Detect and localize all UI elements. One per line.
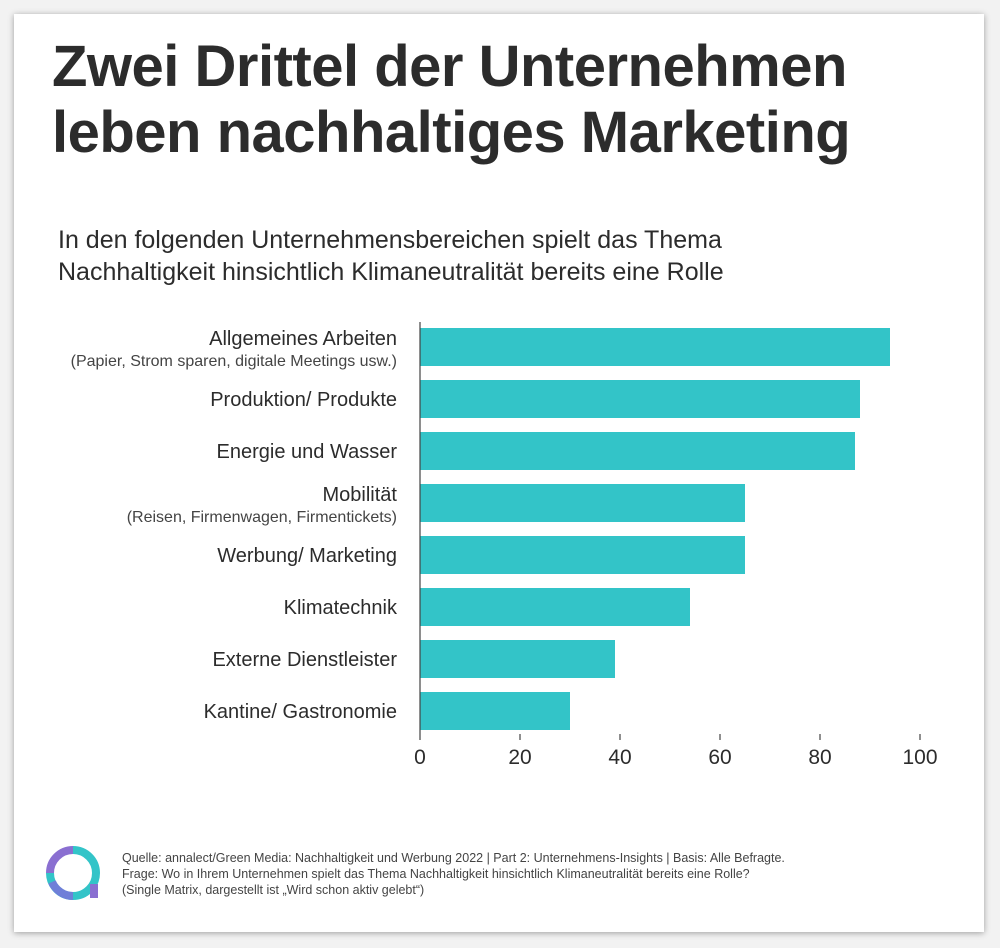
x-tick-label-0: 0 [414, 746, 426, 769]
x-tick-label-2: 40 [608, 746, 631, 769]
title-line-1: Zwei Drittel der Unternehmen [52, 34, 847, 99]
x-tick-label-3: 60 [708, 746, 731, 769]
page-title: Zwei Drittel der Unternehmen leben nachh… [52, 34, 952, 166]
annalect-logo-icon [46, 846, 100, 900]
bar-1 [420, 380, 860, 418]
bar-6 [420, 640, 615, 678]
bar-5 [420, 588, 690, 626]
infographic-card [14, 14, 984, 932]
subtitle-line-2: Nachhaltigkeit hinsichtlich Klimaneutral… [58, 258, 724, 286]
category-label-3: Mobilität [323, 484, 398, 506]
source-line-1: Quelle: annalect/Green Media: Nachhaltig… [122, 851, 785, 865]
title-line-2: leben nachhaltiges Marketing [52, 100, 851, 165]
source-line-3: (Single Matrix, dargestellt ist „Wird sc… [122, 883, 425, 897]
category-label-1: Produktion/ Produkte [210, 389, 397, 411]
source-line-2: Frage: Wo in Ihrem Unternehmen spielt da… [122, 867, 750, 881]
category-label-0: Allgemeines Arbeiten [209, 328, 397, 350]
x-tick-label-5: 100 [902, 746, 937, 769]
category-label-7: Kantine/ Gastronomie [204, 701, 397, 723]
bar-2 [420, 432, 855, 470]
bar-7 [420, 692, 570, 730]
subtitle-line-1: In den folgenden Unternehmensbereichen s… [58, 226, 722, 254]
chart-subtitle: In den folgenden Unternehmensbereichen s… [58, 224, 958, 288]
x-tick-label-1: 20 [508, 746, 531, 769]
category-label-6: Externe Dienstleister [212, 649, 397, 671]
category-label-4: Werbung/ Marketing [217, 545, 397, 567]
bar-3 [420, 484, 745, 522]
category-sublabel-3: (Reisen, Firmenwagen, Firmentickets) [127, 509, 397, 526]
category-label-5: Klimatechnik [284, 597, 398, 619]
bar-4 [420, 536, 745, 574]
category-sublabel-0: (Papier, Strom sparen, digitale Meetings… [71, 353, 397, 370]
bar-0 [420, 328, 890, 366]
source-note: Quelle: annalect/Green Media: Nachhaltig… [122, 850, 972, 898]
category-label-2: Energie und Wasser [217, 441, 398, 463]
x-tick-label-4: 80 [808, 746, 831, 769]
